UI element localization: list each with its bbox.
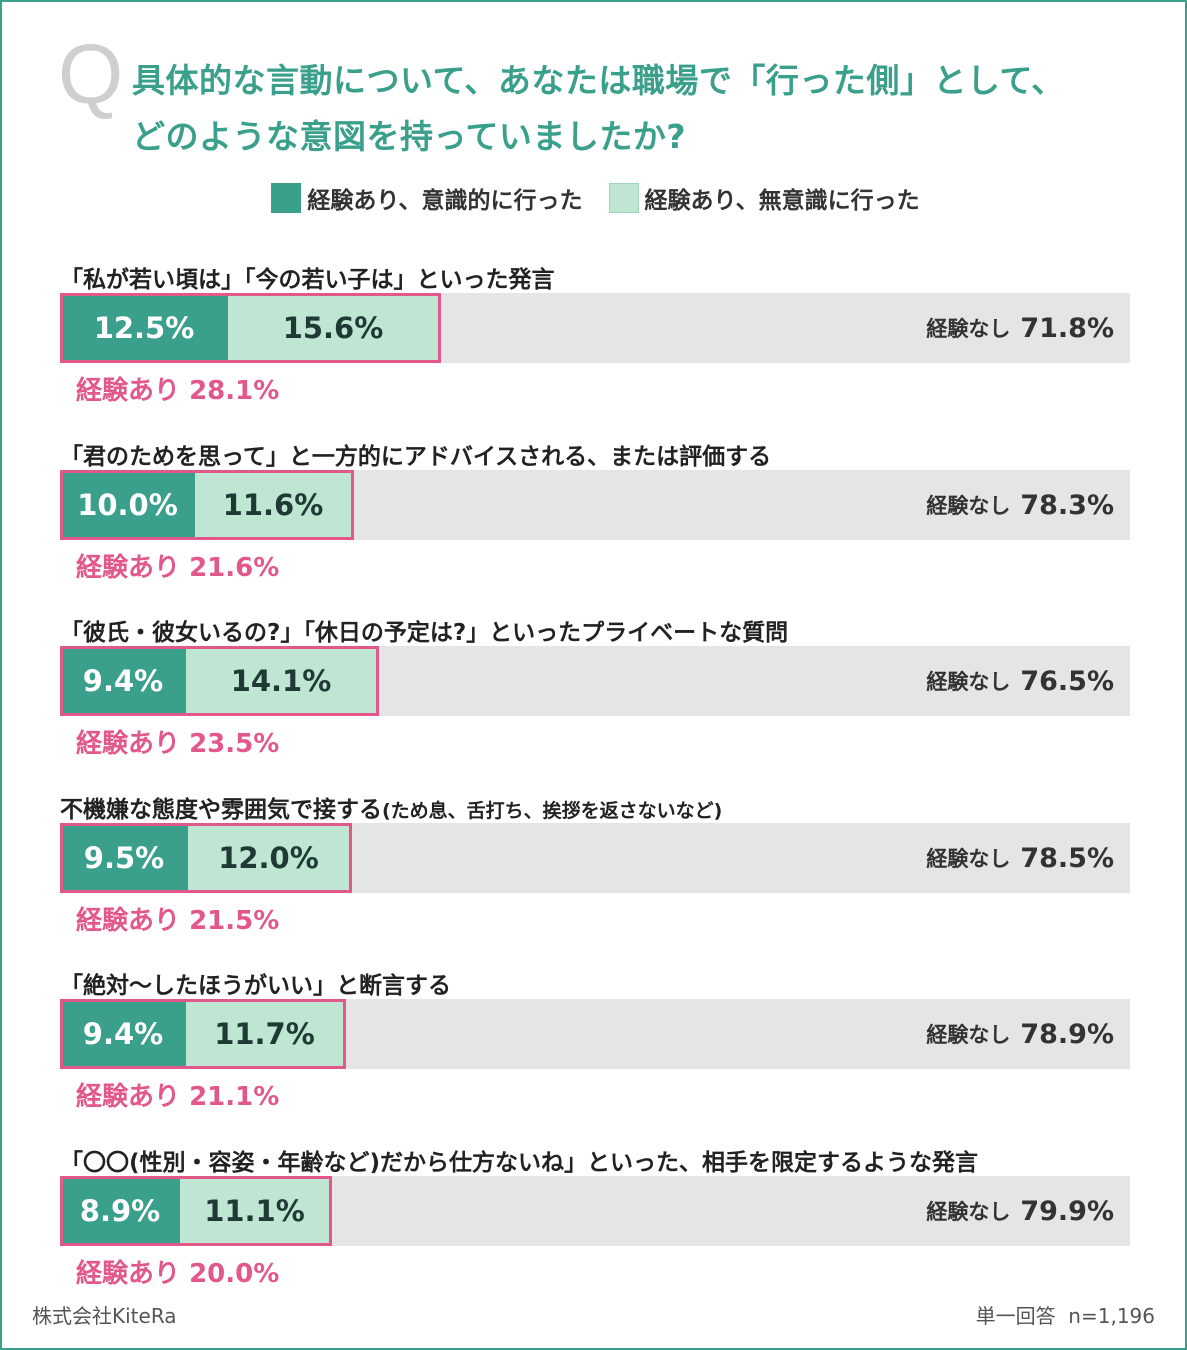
- answer-type: 単一回答: [975, 1304, 1056, 1328]
- bar-track: 9.4% 14.1% 経験なし 76.5%: [60, 646, 1130, 716]
- no-experience-text: 経験なし: [926, 494, 1011, 518]
- experience-total-label: 経験あり 28.1%: [76, 370, 279, 407]
- experience-total-value: 28.1%: [180, 376, 280, 406]
- experience-highlight-box: [60, 293, 441, 363]
- no-experience-value: 78.3%: [1020, 489, 1114, 521]
- experience-total-value: 21.5%: [180, 906, 280, 936]
- experience-total-text: 経験あり: [76, 376, 181, 406]
- experience-highlight-box: [60, 470, 354, 540]
- no-experience-value: 78.5%: [1020, 842, 1114, 874]
- experience-total-label: 経験あり 21.5%: [76, 900, 279, 937]
- bar-segment-intentional: 9.4%: [60, 999, 186, 1069]
- question-label: 「絶対〜したほうがいい」と断言する: [60, 966, 451, 1000]
- bar-segment-unintentional: 15.6%: [228, 293, 438, 363]
- bar-track: 12.5% 15.6% 経験なし 71.8%: [60, 293, 1130, 363]
- question-note: (ため息、舌打ち、挨拶を返さないなど): [382, 800, 723, 822]
- question-label: 不機嫌な態度や雰囲気で接する(ため息、舌打ち、挨拶を返さないなど): [60, 790, 722, 824]
- no-experience-value: 79.9%: [1020, 1195, 1114, 1227]
- bar-track: 10.0% 11.6% 経験なし 78.3%: [60, 470, 1130, 540]
- experience-highlight-box: [60, 823, 352, 893]
- chart-title-line-2: どのような意図を持っていましたか?: [132, 117, 686, 156]
- company-name: 株式会社KiteRa: [32, 1304, 177, 1328]
- bar-track: 8.9% 11.1% 経験なし 79.9%: [60, 1176, 1130, 1246]
- bar-segment-intentional: 9.5%: [60, 823, 188, 893]
- chart-title-line-1: 具体的な言動について、あなたは職場で「行った側」として、: [132, 61, 1065, 100]
- legend-label-intentional: 経験あり、意識的に行った: [307, 188, 583, 214]
- no-experience-label: 経験なし 78.3%: [926, 470, 1114, 540]
- experience-total-text: 経験あり: [76, 906, 181, 936]
- experience-total-value: 21.6%: [180, 553, 280, 583]
- experience-highlight-box: [60, 646, 379, 716]
- experience-total-value: 21.1%: [180, 1082, 280, 1112]
- no-experience-label: 経験なし 78.5%: [926, 823, 1114, 893]
- question-text: 「私が若い頃は」「今の若い子は」といった発言: [60, 267, 555, 293]
- bar-segment-intentional: 10.0%: [60, 470, 195, 540]
- sample-size: n=1,196: [1068, 1304, 1155, 1328]
- question-text: 「彼氏・彼女いるの?」「休日の予定は?」といったプライベートな質問: [60, 620, 789, 646]
- experience-highlight-box: [60, 1176, 332, 1246]
- experience-highlight-box: [60, 999, 346, 1069]
- no-experience-label: 経験なし 78.9%: [926, 999, 1114, 1069]
- no-experience-text: 経験なし: [926, 1200, 1011, 1224]
- question-text: 不機嫌な態度や雰囲気で接する: [60, 797, 382, 823]
- question-text: 「絶対〜したほうがいい」と断言する: [60, 973, 451, 999]
- experience-total-label: 経験あり 23.5%: [76, 723, 279, 760]
- question-label: 「〇〇(性別・容姿・年齢など)だから仕方ないね」といった、相手を限定するような発…: [60, 1143, 978, 1177]
- no-experience-label: 経験なし 76.5%: [926, 646, 1114, 716]
- experience-total-text: 経験あり: [76, 729, 181, 759]
- bar-segment-intentional: 9.4%: [60, 646, 186, 716]
- bar-track: 9.5% 12.0% 経験なし 78.5%: [60, 823, 1130, 893]
- question-label: 「私が若い頃は」「今の若い子は」といった発言: [60, 260, 555, 294]
- no-experience-text: 経験なし: [926, 317, 1011, 341]
- no-experience-value: 71.8%: [1020, 312, 1114, 344]
- bar-segment-unintentional: 11.1%: [180, 1176, 329, 1246]
- legend-item-unintentional: 経験あり、無意識に行った: [608, 181, 920, 215]
- experience-total-text: 経験あり: [76, 553, 181, 583]
- question-label: 「彼氏・彼女いるの?」「休日の予定は?」といったプライベートな質問: [60, 613, 788, 647]
- no-experience-text: 経験なし: [926, 847, 1011, 871]
- experience-total-label: 経験あり 21.1%: [76, 1076, 279, 1113]
- no-experience-value: 78.9%: [1020, 1018, 1114, 1050]
- legend-label-unintentional: 経験あり、無意識に行った: [644, 188, 920, 214]
- no-experience-label: 経験なし 71.8%: [926, 293, 1114, 363]
- legend-item-intentional: 経験あり、意識的に行った: [271, 181, 583, 215]
- legend: 経験あり、意識的に行った 経験あり、無意識に行った: [2, 182, 1187, 214]
- bar-segment-unintentional: 11.6%: [195, 470, 351, 540]
- no-experience-text: 経験なし: [926, 670, 1011, 694]
- legend-swatch-unintentional: [608, 183, 639, 213]
- question-label: 「君のためを思って」と一方的にアドバイスされる、または評価する: [60, 437, 771, 471]
- experience-total-text: 経験あり: [76, 1082, 181, 1112]
- bar-track: 9.4% 11.7% 経験なし 78.9%: [60, 999, 1130, 1069]
- bar-segment-unintentional: 12.0%: [188, 823, 349, 893]
- legend-swatch-intentional: [271, 183, 302, 213]
- bar-segment-intentional: 8.9%: [60, 1176, 180, 1246]
- no-experience-value: 76.5%: [1020, 665, 1114, 697]
- experience-total-label: 経験あり 20.0%: [76, 1253, 279, 1290]
- question-mark: Q: [58, 27, 124, 121]
- experience-total-text: 経験あり: [76, 1259, 181, 1289]
- no-experience-text: 経験なし: [926, 1023, 1011, 1047]
- sample-info: 単一回答 n=1,196: [976, 1300, 1155, 1329]
- experience-total-value: 20.0%: [180, 1259, 280, 1289]
- question-text: 「君のためを思って」と一方的にアドバイスされる、または評価する: [60, 444, 772, 470]
- bar-segment-unintentional: 11.7%: [186, 999, 343, 1069]
- bar-segment-intentional: 12.5%: [60, 293, 228, 363]
- bar-segment-unintentional: 14.1%: [186, 646, 376, 716]
- experience-total-value: 23.5%: [180, 729, 280, 759]
- experience-total-label: 経験あり 21.6%: [76, 547, 279, 584]
- question-text: 「〇〇(性別・容姿・年齢など)だから仕方ないね」といった、相手を限定するような発…: [60, 1150, 979, 1176]
- no-experience-label: 経験なし 79.9%: [926, 1176, 1114, 1246]
